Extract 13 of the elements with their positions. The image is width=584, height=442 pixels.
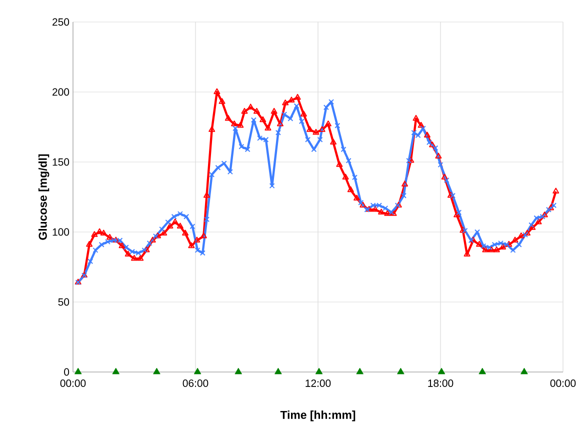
y-tick-label: 150 — [52, 158, 70, 166]
x-axis-title: Time [hh:mm] — [280, 410, 356, 422]
x-tick-label: 12:00 — [306, 380, 331, 387]
y-tick-label: 50 — [58, 298, 70, 306]
y-tick-label: 100 — [52, 228, 70, 236]
x-tick-label: 06:00 — [182, 380, 208, 387]
x-tick-label: 00:00 — [60, 380, 86, 387]
y-axis-title: Glucose [mg/dl] — [38, 154, 50, 240]
y-tick-label: 200 — [52, 88, 70, 96]
x-tick-label: 18:00 — [428, 380, 454, 387]
y-tick-label: 250 — [52, 18, 70, 26]
x-tick-label: 00:00 — [550, 380, 576, 387]
y-tick-label: 0 — [64, 368, 70, 376]
